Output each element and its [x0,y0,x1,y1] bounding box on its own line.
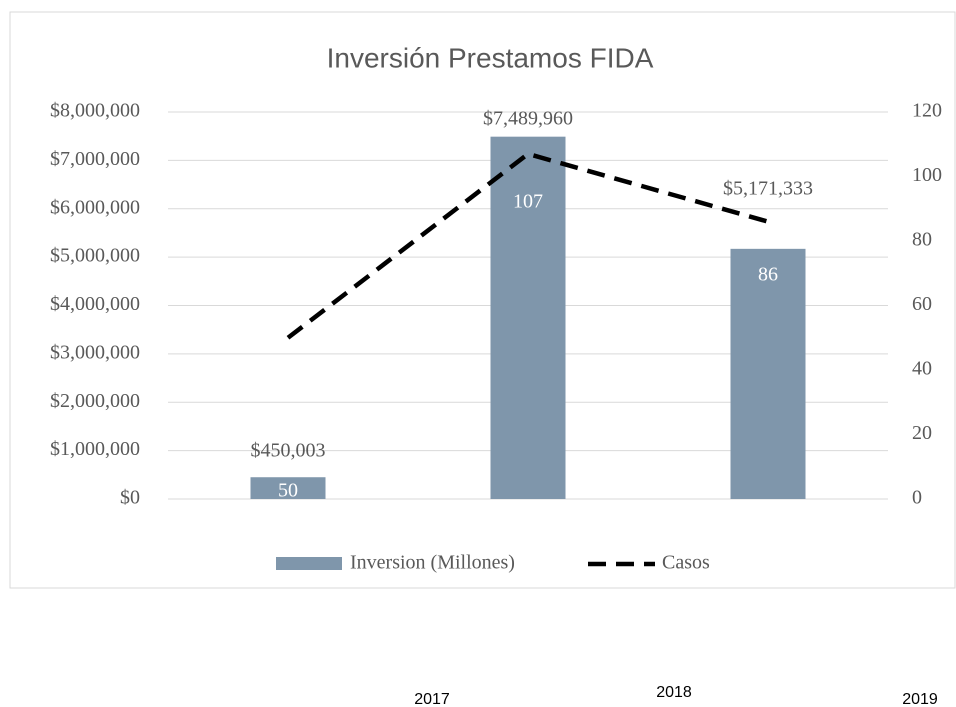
y2-tick-label: 100 [912,164,942,186]
bar-value-label: $5,171,333 [723,178,813,200]
y2-tick-label: 120 [912,100,942,122]
y-tick-label: $7,000,000 [50,148,140,170]
y-tick-label: $0 [120,487,140,509]
y-tick-label: $1,000,000 [50,438,140,460]
y-tick-label: $4,000,000 [50,293,140,315]
bar-value-label: $7,489,960 [483,108,573,130]
y-tick-label: $3,000,000 [50,341,140,363]
y2-tick-label: 0 [912,487,922,509]
line-value-label: 50 [278,480,298,502]
line [286,151,769,340]
x-tick-label: 2018 [656,684,692,701]
bar [250,477,326,499]
chart-title: Inversión Prestamos FIDA [327,42,654,73]
y-tick-label: $5,000,000 [50,245,140,267]
x-tick-label: 2019 [902,691,938,707]
chart-frame [9,11,956,589]
y2-tick-label: 80 [912,229,932,251]
bar [490,136,566,499]
legend-label: Casos [662,552,710,574]
y2-tick-label: 60 [912,293,932,315]
y2-tick-label: 40 [912,358,932,380]
y-tick-label: $2,000,000 [50,390,140,412]
y2-tick-label: 20 [912,422,932,444]
bar-value-label: $450,003 [251,440,326,462]
bar [730,248,806,499]
y-tick-label: $8,000,000 [50,100,140,122]
line-value-label: 86 [758,264,778,286]
y-tick-label: $6,000,000 [50,196,140,218]
legend-label: Inversion (Millones) [350,552,515,574]
x-tick-label: 2017 [414,691,450,707]
legend-swatch [276,557,342,570]
line-value-label: 107 [513,191,543,213]
